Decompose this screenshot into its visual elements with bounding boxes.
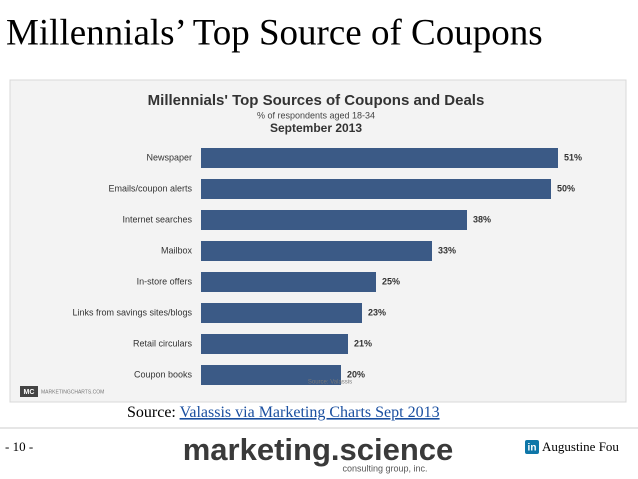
slide-title: Millennials’ Top Source of Coupons	[6, 12, 543, 53]
category-label: Coupon books	[134, 369, 193, 379]
category-label: Retail circulars	[133, 338, 193, 348]
bar	[201, 148, 558, 168]
chart-date: September 2013	[270, 121, 362, 135]
value-label: 25%	[382, 276, 400, 286]
bar	[201, 272, 376, 292]
brand-tagline: consulting group, inc.	[342, 463, 427, 473]
brand: marketing.science	[183, 432, 454, 467]
value-label: 51%	[564, 152, 582, 162]
source-prefix: Source:	[127, 404, 176, 421]
value-label: 20%	[347, 369, 365, 379]
category-label: Links from savings sites/blogs	[72, 307, 192, 317]
chart-title: Millennials' Top Sources of Coupons and …	[148, 92, 485, 109]
value-label: 33%	[438, 245, 456, 255]
source-link[interactable]: Valassis via Marketing Charts Sept 2013	[180, 404, 440, 421]
value-label: 50%	[557, 183, 575, 193]
author: Augustine Fou	[542, 439, 619, 454]
bar	[201, 179, 551, 199]
bars: Newspaper 51% Emails/coupon alerts 50% Inter…	[72, 148, 582, 385]
source-line: Source: Valassis via Marketing Charts Se…	[127, 404, 440, 421]
logo-text: MARKETINGCHARTS.COM	[41, 389, 104, 395]
category-label: Internet searches	[122, 214, 192, 224]
category-label: In-store offers	[137, 276, 193, 286]
linkedin-text: in	[528, 443, 537, 454]
value-label: 38%	[473, 214, 491, 224]
chart-subtitle: % of respondents aged 18-34	[257, 110, 375, 120]
logo-mark: MC	[24, 389, 35, 396]
category-label: Mailbox	[161, 245, 193, 255]
linkedin-icon	[525, 440, 539, 454]
category-label: Emails/coupon alerts	[108, 183, 192, 193]
bar	[201, 210, 467, 230]
category-label: Newspaper	[146, 152, 192, 162]
page-number: - 10 -	[5, 439, 33, 454]
bar	[201, 241, 432, 261]
bar	[201, 334, 348, 354]
chart-source: Source: Valassis	[308, 380, 352, 386]
value-label: 21%	[354, 338, 372, 348]
logo-box	[20, 386, 38, 397]
bar	[201, 365, 341, 385]
value-label: 23%	[368, 307, 386, 317]
bar	[201, 303, 362, 323]
